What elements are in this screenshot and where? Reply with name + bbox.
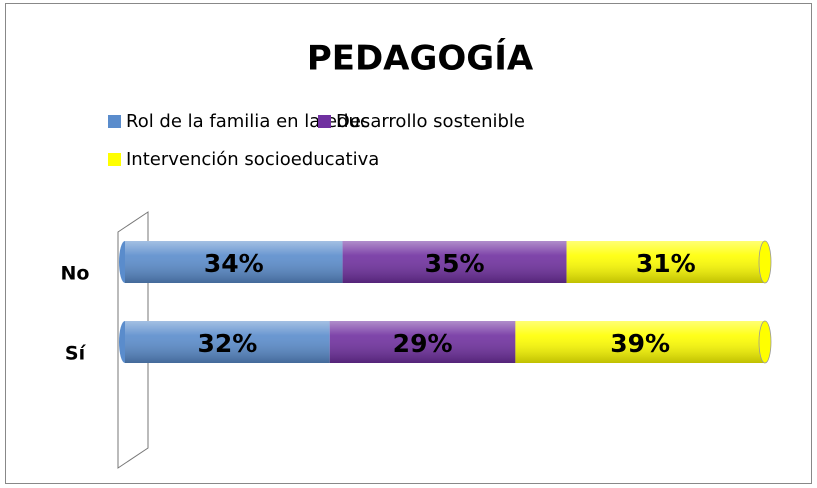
data-label: 39% (610, 329, 670, 358)
bar-shade (515, 321, 765, 363)
bar-cap-right (758, 320, 772, 364)
bar-shade (125, 241, 343, 283)
bar-shade (566, 241, 765, 283)
y-tick-label: No (61, 263, 90, 285)
legend-swatch (108, 115, 121, 128)
y-tick-label: Sí (65, 343, 87, 365)
legend-swatch (108, 153, 121, 166)
legend-swatch (318, 115, 331, 128)
bar-shade (125, 321, 330, 363)
legend-label: Desarrollo sostenible (336, 111, 525, 132)
data-label: 32% (197, 329, 257, 358)
chart-title: PEDAGOGÍA (307, 38, 534, 79)
legend-label: Rol de la familia en la educ (126, 111, 370, 132)
bar-shade (329, 321, 516, 363)
data-label: 35% (425, 249, 485, 278)
legend-label: Intervención socioeducativa (126, 149, 379, 170)
data-label: 31% (636, 249, 696, 278)
data-label: 29% (393, 329, 453, 358)
bar-shade (342, 241, 567, 283)
bar-cap-right (758, 240, 772, 284)
data-label: 34% (204, 249, 264, 278)
